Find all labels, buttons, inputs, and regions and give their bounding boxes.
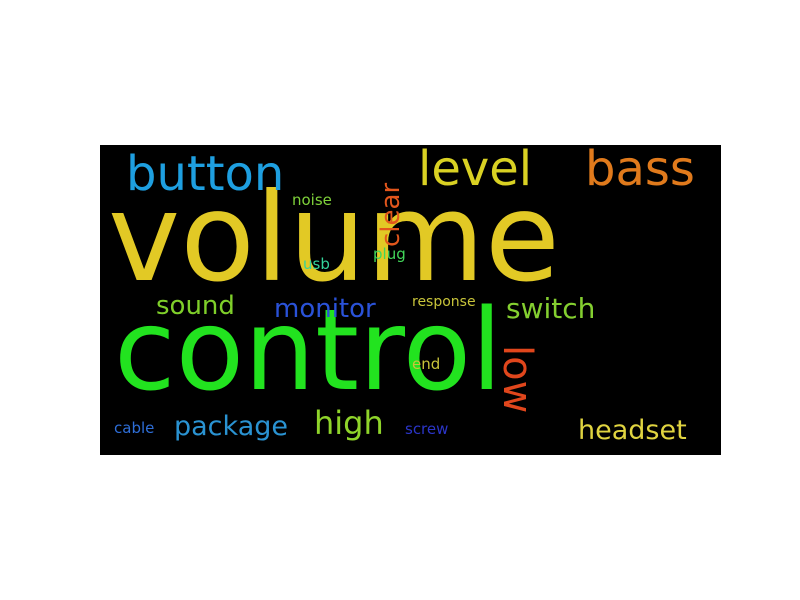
- word-low: low: [494, 345, 540, 414]
- word-plug: plug: [373, 245, 406, 263]
- word-end: end: [412, 355, 441, 373]
- word-clear: clear: [376, 182, 406, 247]
- word-response: response: [412, 294, 476, 310]
- word-package: package: [174, 411, 288, 442]
- word-high: high: [314, 404, 384, 442]
- word-switch: switch: [506, 292, 596, 325]
- word-cable: cable: [114, 419, 155, 437]
- word-bass: bass: [585, 145, 695, 197]
- word-usb: usb: [303, 255, 330, 273]
- word-headset: headset: [578, 415, 687, 446]
- word-level: level: [418, 145, 533, 197]
- word-noise: noise: [292, 191, 332, 209]
- word-volume: volume: [108, 167, 560, 309]
- word-control: control: [114, 286, 503, 416]
- word-button: button: [126, 146, 285, 202]
- word-cloud: volume control button level bass clear n…: [100, 145, 721, 455]
- word-monitor: monitor: [274, 294, 376, 324]
- word-screw: screw: [405, 420, 449, 438]
- word-sound: sound: [156, 291, 235, 321]
